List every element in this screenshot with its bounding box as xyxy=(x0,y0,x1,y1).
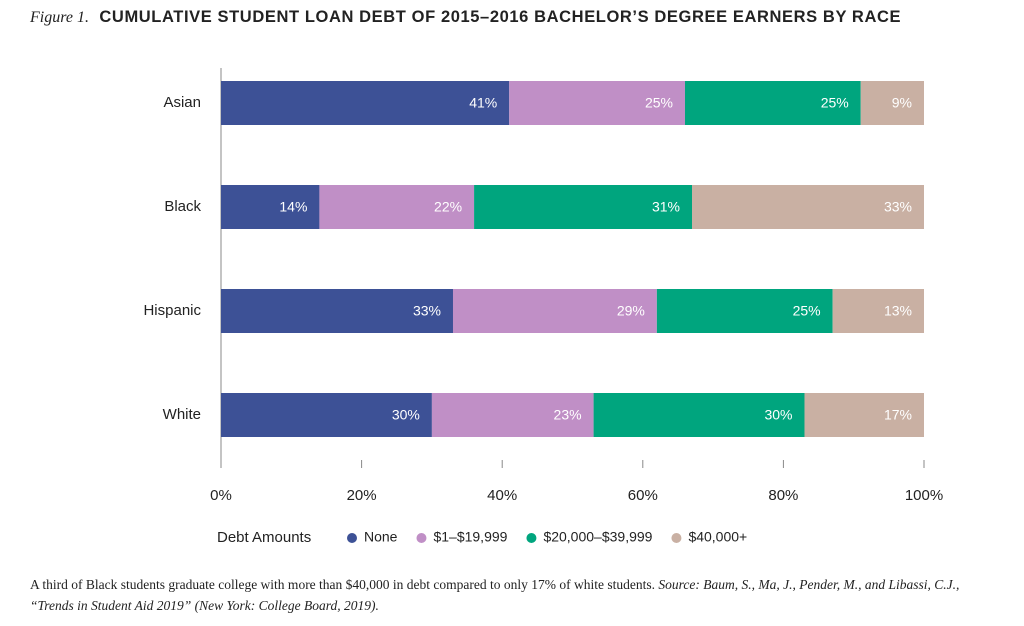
value-label: 14% xyxy=(279,199,307,215)
bar-segment xyxy=(221,393,432,437)
bar-segment xyxy=(860,81,924,125)
header: Figure 1. CUMULATIVE STUDENT LOAN DEBT O… xyxy=(30,8,901,27)
x-tick-label: 40% xyxy=(487,487,517,504)
value-label: 33% xyxy=(884,199,912,215)
bar-segment xyxy=(221,289,453,333)
value-label: 13% xyxy=(884,303,912,319)
value-label: 31% xyxy=(652,199,680,215)
bar-segment xyxy=(832,289,924,333)
bar-segment xyxy=(221,185,320,229)
legend-label: $20,000–$39,999 xyxy=(543,529,652,545)
bar-segment xyxy=(431,393,594,437)
legend-label: $40,000+ xyxy=(688,529,747,545)
bar-segment xyxy=(692,185,924,229)
value-label: 30% xyxy=(764,407,792,423)
value-label: 30% xyxy=(392,407,420,423)
bar-segment xyxy=(221,81,510,125)
value-label: 33% xyxy=(413,303,441,319)
x-tick-label: 60% xyxy=(628,487,658,504)
x-tick-label: 0% xyxy=(210,487,232,504)
bar-segment xyxy=(452,289,657,333)
legend-marker xyxy=(671,533,682,543)
caption: A third of Black students graduate colle… xyxy=(30,577,655,592)
legend-label: $1–$19,999 xyxy=(433,529,507,545)
value-label: 41% xyxy=(469,95,497,111)
value-label: 25% xyxy=(793,303,821,319)
legend-marker xyxy=(416,533,427,543)
bar-segment xyxy=(684,81,861,125)
value-label: 17% xyxy=(884,407,912,423)
legend-marker xyxy=(526,533,537,543)
value-label: 23% xyxy=(554,407,582,423)
x-tick-label: 100% xyxy=(905,487,943,504)
legend-title: Debt Amounts xyxy=(217,529,311,546)
bar-segment xyxy=(509,81,685,125)
bar-segment xyxy=(593,393,805,437)
value-label: 25% xyxy=(645,95,673,111)
y-tick-label: Asian xyxy=(163,94,201,111)
x-tick-label: 20% xyxy=(347,487,377,504)
y-tick-label: White xyxy=(163,406,201,423)
value-label: 22% xyxy=(434,199,462,215)
bar-segment xyxy=(804,393,924,437)
x-tick-label: 80% xyxy=(768,487,798,504)
bar-segment xyxy=(474,185,693,229)
y-tick-label: Hispanic xyxy=(143,302,201,319)
legend-marker xyxy=(347,533,357,543)
caption-block: A third of Black students graduate colle… xyxy=(30,574,1005,616)
value-label: 9% xyxy=(892,95,912,111)
value-label: 25% xyxy=(821,95,849,111)
source: Source: Baum, S., Ma, J., Pender, M., an… xyxy=(30,577,960,613)
bar-segment xyxy=(319,185,475,229)
bar-segment xyxy=(656,289,833,333)
legend-label: None xyxy=(364,529,398,545)
chart-title: CUMULATIVE STUDENT LOAN DEBT OF 2015–201… xyxy=(99,8,902,26)
y-tick-label: Black xyxy=(164,198,201,215)
figure-label: Figure 1. xyxy=(30,9,89,26)
value-label: 29% xyxy=(617,303,645,319)
